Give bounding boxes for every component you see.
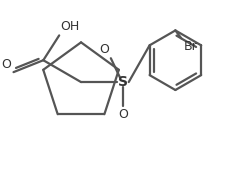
Text: Br: Br <box>183 40 197 53</box>
Text: S: S <box>118 75 128 89</box>
Text: O: O <box>2 58 12 71</box>
Text: OH: OH <box>60 20 79 33</box>
Text: O: O <box>118 108 128 121</box>
Text: O: O <box>99 43 109 56</box>
